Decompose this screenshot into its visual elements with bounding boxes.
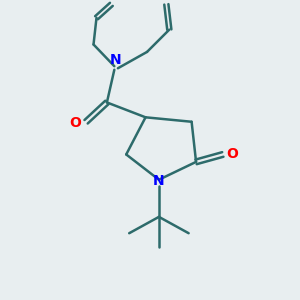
Text: N: N xyxy=(153,174,165,188)
Text: O: O xyxy=(69,116,81,130)
Text: N: N xyxy=(110,53,122,67)
Text: O: O xyxy=(226,148,238,161)
